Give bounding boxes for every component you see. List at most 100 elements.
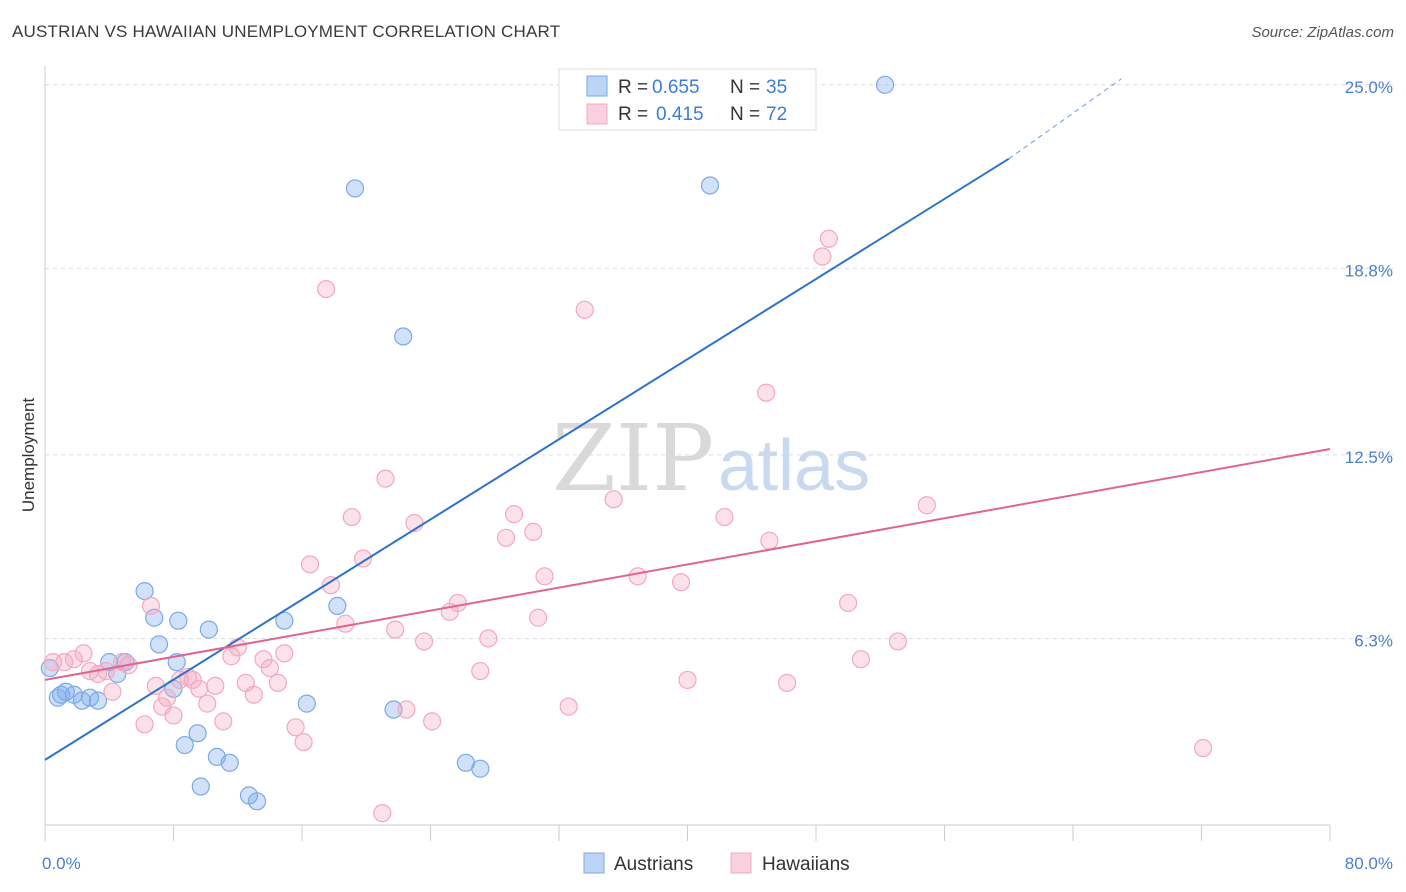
point-hawaiians	[206, 676, 225, 695]
point-hawaiians	[157, 688, 177, 707]
trend-lines	[44, 78, 1331, 761]
watermark-atlas: atlas	[718, 426, 870, 506]
axes	[44, 66, 1331, 841]
point-hawaiians	[414, 632, 434, 651]
legend-r-label-hawaiians: R =	[618, 104, 648, 125]
point-hawaiians	[386, 620, 405, 639]
legend-n-austrians: 35	[766, 77, 787, 98]
point-austrians	[149, 635, 169, 654]
series-legend-label-austrians: Austrians	[614, 854, 693, 875]
point-hawaiians	[479, 629, 498, 648]
x-tick-labels: 0.0% 80.0%	[42, 854, 1393, 873]
series-legend: Austrians Hawaiians	[583, 852, 850, 875]
point-hawaiians	[376, 469, 395, 488]
point-hawaiians	[819, 229, 838, 248]
point-hawaiians	[397, 700, 416, 719]
point-hawaiians	[275, 644, 294, 663]
y-tick-label: 6.3%	[1354, 631, 1393, 650]
point-hawaiians	[628, 567, 647, 586]
point-hawaiians	[164, 706, 183, 725]
point-austrians	[384, 700, 403, 719]
point-hawaiians	[496, 528, 516, 547]
point-hawaiians	[260, 658, 279, 678]
point-hawaiians	[103, 682, 122, 701]
point-austrians	[199, 620, 218, 639]
point-austrians	[875, 75, 895, 94]
point-austrians	[175, 735, 194, 755]
point-hawaiians	[423, 712, 442, 731]
y-tick-labels: 6.3% 12.5% 18.8% 25.0%	[1345, 78, 1393, 651]
point-hawaiians	[294, 732, 313, 752]
point-austrians	[471, 759, 490, 778]
point-austrians	[188, 724, 207, 743]
point-hawaiians	[373, 804, 392, 823]
point-austrians	[145, 608, 164, 627]
point-hawaiians	[851, 650, 871, 669]
point-austrians	[275, 611, 294, 630]
point-hawaiians	[604, 490, 623, 509]
point-hawaiians	[244, 685, 263, 704]
point-austrians	[169, 611, 188, 630]
point-hawaiians	[222, 647, 241, 666]
point-austrians	[394, 327, 413, 346]
y-tick-label: 25.0%	[1345, 78, 1393, 97]
point-hawaiians	[888, 632, 908, 651]
legend-n-label-austrians: N =	[730, 77, 760, 98]
point-hawaiians	[678, 670, 697, 690]
point-austrians	[220, 753, 239, 772]
point-hawaiians	[504, 505, 524, 524]
point-hawaiians	[471, 661, 490, 681]
point-hawaiians	[757, 383, 776, 402]
point-hawaiians	[135, 715, 154, 734]
point-hawaiians	[342, 507, 361, 527]
series-legend-label-hawaiians: Hawaiians	[762, 854, 850, 875]
point-hawaiians	[141, 596, 161, 616]
point-austrians	[700, 176, 720, 195]
legend-n-hawaiians: 72	[766, 104, 787, 125]
point-hawaiians	[529, 608, 548, 627]
legend-n-label-hawaiians: N =	[730, 104, 760, 125]
watermark-zip: ZIP	[552, 405, 714, 512]
x-tick-label-min: 0.0%	[42, 854, 81, 873]
point-hawaiians	[268, 673, 288, 692]
point-hawaiians	[559, 697, 578, 716]
legend-swatch-hawaiians	[586, 103, 608, 125]
chart-title: AUSTRIAN VS HAWAIIAN UNEMPLOYMENT CORREL…	[12, 22, 561, 41]
y-tick-label: 18.8%	[1345, 261, 1393, 280]
point-hawaiians	[336, 614, 355, 633]
x-tick-label-max: 80.0%	[1345, 854, 1393, 873]
trend-line-hawaiians	[44, 447, 1331, 681]
legend-r-label-austrians: R =	[618, 77, 648, 98]
legend-r-austrians: 0.655	[652, 77, 700, 98]
source-label: Source: ZipAtlas.com	[1251, 24, 1394, 41]
point-hawaiians	[575, 300, 594, 319]
point-hawaiians	[671, 573, 691, 592]
point-hawaiians	[715, 507, 734, 527]
point-hawaiians	[524, 522, 543, 541]
point-hawaiians	[74, 644, 93, 663]
point-austrians	[247, 792, 267, 811]
legend-r-hawaiians: 0.415	[656, 104, 704, 125]
point-hawaiians	[198, 694, 217, 713]
point-austrians	[88, 691, 108, 710]
point-hawaiians	[353, 549, 373, 568]
point-hawaiians	[316, 279, 336, 299]
y-tick-label: 12.5%	[1345, 448, 1393, 467]
point-hawaiians	[300, 555, 320, 574]
point-hawaiians	[321, 576, 341, 595]
point-austrians	[191, 777, 210, 796]
data-points	[40, 75, 1213, 823]
point-hawaiians	[760, 531, 779, 550]
point-hawaiians	[96, 661, 116, 681]
legend-swatch-austrians	[586, 75, 608, 97]
point-hawaiians	[254, 650, 273, 669]
point-hawaiians	[917, 496, 936, 515]
point-hawaiians	[64, 650, 84, 669]
watermark: ZIP atlas	[552, 405, 870, 512]
point-austrians	[345, 179, 365, 198]
series-legend-swatch-austrians	[583, 852, 605, 874]
series-legend-swatch-hawaiians	[730, 852, 752, 874]
point-hawaiians	[777, 673, 797, 692]
point-hawaiians	[286, 718, 305, 737]
